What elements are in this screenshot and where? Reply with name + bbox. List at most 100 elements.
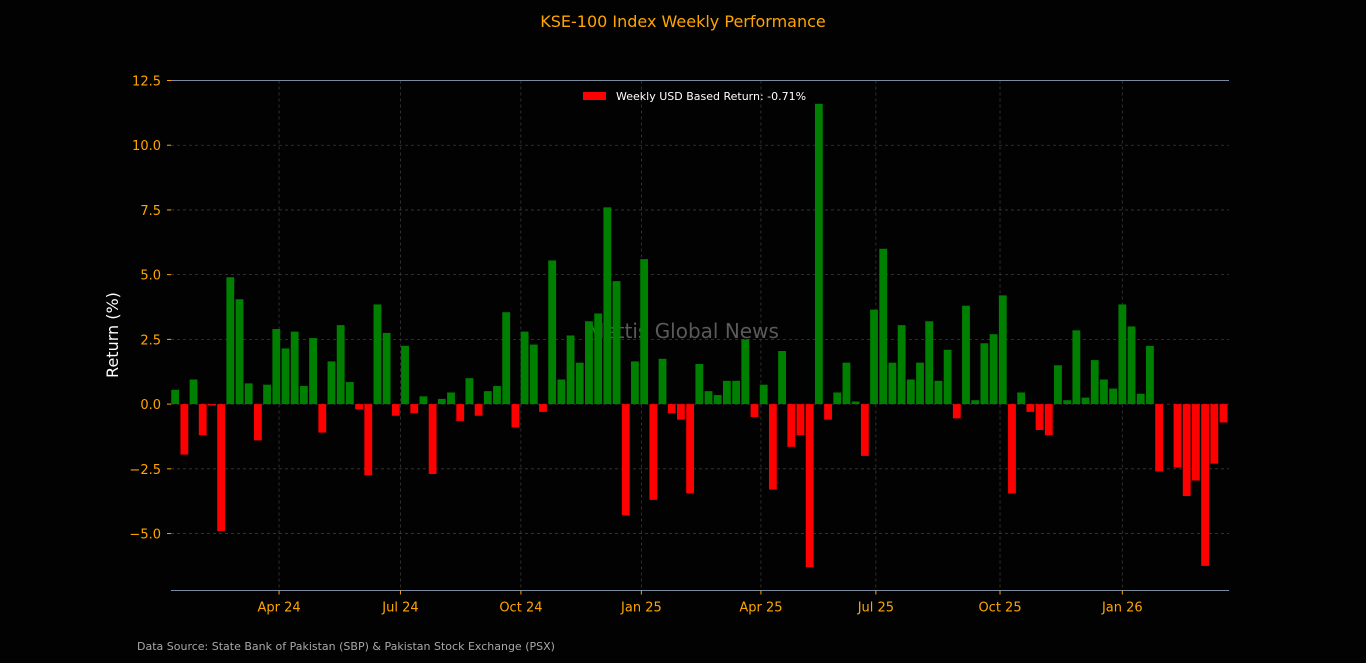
x-tick-label: Jan 25 [620,601,662,616]
bar [355,404,363,410]
bar [750,404,759,418]
bar [1136,393,1145,405]
bar [281,348,290,405]
bar [244,383,253,405]
bar [962,305,970,405]
bar [290,331,299,405]
x-tick-label: Apr 25 [739,601,782,616]
bar [1210,404,1219,464]
bar [851,401,860,405]
bar [677,404,685,420]
bar [1173,404,1182,468]
bar [860,404,869,456]
bar [989,334,998,405]
bar [787,404,796,447]
bar [364,404,373,476]
bar [327,361,336,405]
bar [208,404,216,406]
bar [906,379,915,405]
bar [1072,330,1081,405]
bar [1219,404,1228,423]
bar [925,321,934,405]
y-tick-label: −5.0 [129,528,161,543]
bar [1191,404,1200,481]
bar [217,404,226,531]
bar [695,363,704,405]
bar [833,392,842,405]
bar [1026,404,1035,412]
bar [732,380,741,405]
bar [943,349,952,405]
x-ticks: Apr 24 Jul 24 Oct 24 Jan 25 Apr 25 Jul 25 Oct … [257,590,1143,616]
bar [493,385,501,405]
bar [382,332,391,405]
bar [658,358,667,405]
y-tick-label: 10.0 [132,139,161,154]
bar [722,380,731,405]
bar [585,321,593,405]
bar [667,404,676,414]
bar [631,361,639,405]
bar [401,345,409,405]
bar [189,379,198,405]
bar [410,404,419,414]
bar [971,400,980,405]
bar [263,384,272,405]
bar [1090,360,1099,405]
chart-title: KSE-100 Index Weekly Performance [540,12,826,31]
bar [621,404,630,516]
bar [1182,404,1191,497]
bar [299,385,308,405]
bar [171,389,180,405]
bar [309,338,317,405]
bar [704,391,713,405]
bar [888,362,897,405]
bar [575,362,584,405]
bar [1146,345,1154,405]
bar [824,404,832,420]
bar [1201,404,1209,566]
bar [566,335,575,405]
bar [603,207,612,405]
bar [511,404,520,428]
bar [1063,400,1072,405]
x-tick-label: Jul 25 [857,601,894,616]
bar [345,382,354,405]
bar [870,309,878,405]
bar [713,395,722,405]
bar [1017,392,1026,405]
bar [456,404,465,421]
y-tick-label: 5.0 [140,269,161,284]
bar [612,281,621,405]
x-tick-label: Apr 24 [257,601,300,616]
bar [879,248,888,405]
bar [842,362,851,405]
bar [447,392,455,405]
x-tick-label: Jan 26 [1101,601,1143,616]
bar [465,378,474,405]
bar [934,380,943,405]
bar [529,344,538,405]
bar [180,404,189,455]
bar [1054,365,1062,405]
bar [952,404,961,419]
bar [1100,379,1108,405]
bar [1081,397,1090,405]
bar [759,384,768,405]
bar [897,325,906,405]
legend: Weekly USD Based Return: -0.71% [583,90,806,103]
bar [998,295,1007,405]
bar [391,404,400,416]
bar [916,362,924,405]
bar [1118,304,1127,405]
y-ticks: −5.0 −2.5 0.0 2.5 5.0 7.5 10.0 12.5 [129,75,171,543]
bar [1044,404,1053,436]
bar [1155,404,1164,472]
bar [1109,388,1118,405]
bar [272,329,281,405]
x-tick-label: Oct 24 [499,601,542,616]
bar [318,404,327,433]
bar [520,331,529,405]
x-tick-label: Oct 25 [978,601,1021,616]
x-tick-label: Jul 24 [381,601,418,616]
